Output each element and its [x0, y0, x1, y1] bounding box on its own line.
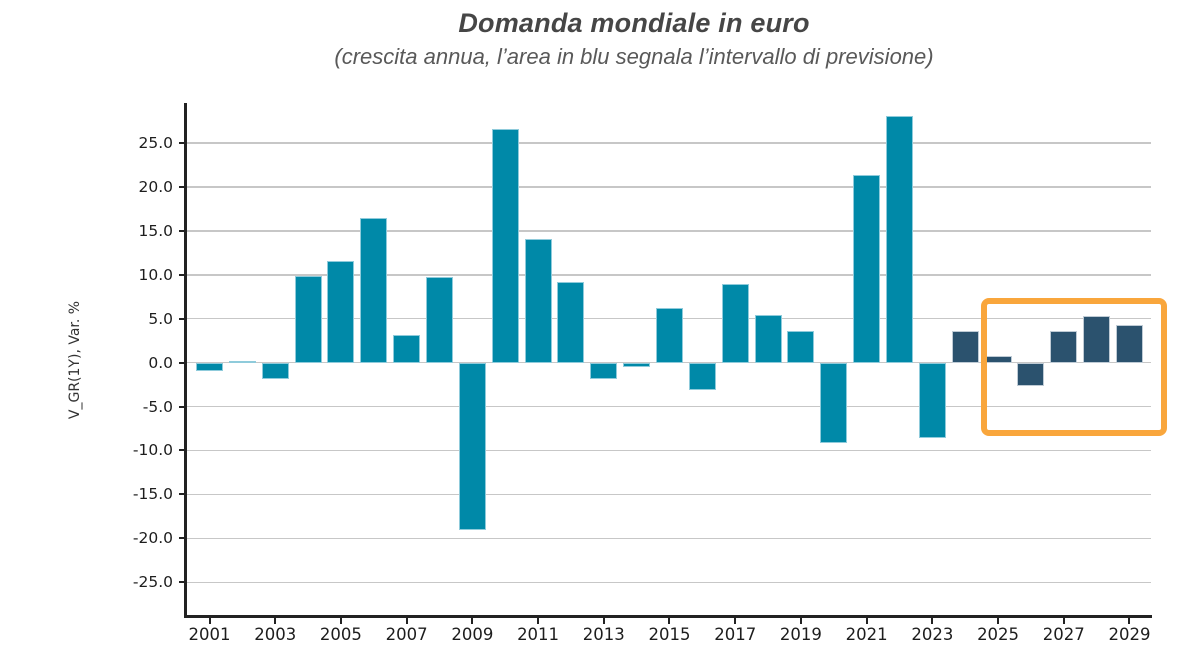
gridline: [186, 230, 1151, 232]
x-tick-mark: [405, 617, 408, 624]
x-tick-mark: [734, 617, 737, 624]
y-tick-mark: [179, 229, 186, 232]
x-axis-line: [184, 614, 1152, 618]
x-tick-mark: [799, 617, 802, 624]
bar-2005: [327, 260, 355, 363]
x-tick-label: 2021: [845, 625, 888, 644]
y-tick-label: 15.0: [138, 221, 173, 240]
x-tick-label: 2025: [977, 625, 1020, 644]
bar-2001: [196, 362, 223, 371]
x-tick-mark: [931, 617, 934, 624]
bar-2015: [655, 308, 683, 363]
bar-2029: [1115, 324, 1143, 363]
y-axis-line: [184, 103, 187, 617]
y-tick-mark: [179, 405, 186, 408]
y-tick-label: 5.0: [148, 309, 173, 328]
bar-2020: [820, 362, 848, 444]
bar-2002: [228, 360, 256, 363]
gridline: [186, 405, 1151, 408]
x-tick-mark: [339, 617, 342, 624]
y-tick-mark: [179, 185, 186, 188]
bar-2024: [951, 331, 979, 363]
x-tick-label: 2015: [648, 625, 691, 644]
x-tick-label: 2029: [1108, 625, 1151, 644]
x-tick-mark: [537, 617, 540, 624]
y-tick-label: 0.0: [148, 353, 173, 372]
y-tick-label: 20.0: [138, 177, 173, 196]
chart-subtitle: (crescita annua, l’area in blu segnala l…: [334, 44, 934, 69]
x-tick-mark: [1128, 617, 1131, 624]
x-tick-label: 2019: [779, 625, 822, 644]
x-tick-label: 2023: [911, 625, 954, 644]
gridline: [186, 581, 1151, 584]
x-tick-mark: [1062, 617, 1065, 624]
forecast-highlight-box: [980, 298, 1168, 436]
bar-2004: [294, 275, 322, 363]
bar-2006: [360, 217, 388, 363]
gridline: [186, 537, 1151, 540]
y-tick-label: -15.0: [132, 485, 173, 504]
bar-2003: [261, 362, 289, 380]
bar-2023: [918, 362, 946, 439]
x-tick-label: 2007: [385, 625, 428, 644]
gridline: [186, 493, 1151, 496]
x-tick-label: 2027: [1042, 625, 1085, 644]
gridline: [186, 274, 1151, 276]
bar-2019: [787, 331, 815, 363]
bar-2007: [393, 334, 421, 363]
x-tick-label: 2009: [451, 625, 494, 644]
y-tick-mark: [179, 449, 186, 452]
bar-2011: [524, 238, 552, 363]
y-tick-mark: [179, 537, 186, 540]
y-tick-label: 10.0: [138, 265, 173, 284]
bar-2018: [754, 315, 782, 363]
x-tick-label: 2003: [254, 625, 297, 644]
y-tick-mark: [179, 581, 186, 584]
y-tick-mark: [179, 361, 186, 364]
x-tick-label: 2013: [582, 625, 625, 644]
x-tick-mark: [471, 617, 474, 624]
x-tick-label: 2011: [517, 625, 560, 644]
x-tick-label: 2005: [319, 625, 362, 644]
y-tick-label: -25.0: [132, 573, 173, 592]
y-tick-label: -5.0: [142, 397, 173, 416]
gridline: [186, 186, 1151, 188]
bar-2028: [1083, 316, 1111, 363]
x-tick-mark: [997, 617, 1000, 624]
gridline: [186, 361, 1151, 364]
gridline: [186, 142, 1151, 144]
bar-2027: [1050, 331, 1078, 363]
y-tick-label: 25.0: [138, 133, 173, 152]
y-tick-mark: [179, 273, 186, 276]
bar-2022: [885, 115, 913, 363]
x-tick-mark: [208, 617, 211, 624]
y-tick-label: -20.0: [132, 529, 173, 548]
y-tick-label: -10.0: [132, 441, 173, 460]
bar-2021: [853, 174, 881, 363]
x-tick-label: 2017: [714, 625, 757, 644]
bar-2017: [721, 283, 749, 363]
x-tick-mark: [865, 617, 868, 624]
x-tick-mark: [668, 617, 671, 624]
bar-2012: [557, 281, 585, 363]
y-axis-label: V_GR(1Y), Var. %: [67, 300, 83, 420]
y-tick-mark: [179, 141, 186, 144]
bar-2008: [425, 276, 453, 363]
x-tick-mark: [274, 617, 277, 624]
bar-2009: [458, 362, 486, 531]
y-tick-mark: [179, 493, 186, 496]
bar-2013: [590, 362, 618, 380]
x-tick-label: 2001: [188, 625, 231, 644]
bar-2026: [1017, 362, 1045, 387]
bar-2010: [491, 128, 519, 363]
chart-title: Domanda mondiale in euro: [458, 8, 810, 38]
gridline: [186, 449, 1151, 452]
chart-header: Domanda mondiale in euro (crescita annua…: [70, 6, 1198, 72]
bar-2014: [623, 362, 651, 368]
x-tick-mark: [602, 617, 605, 624]
y-tick-mark: [179, 317, 186, 320]
bar-2016: [688, 362, 716, 390]
